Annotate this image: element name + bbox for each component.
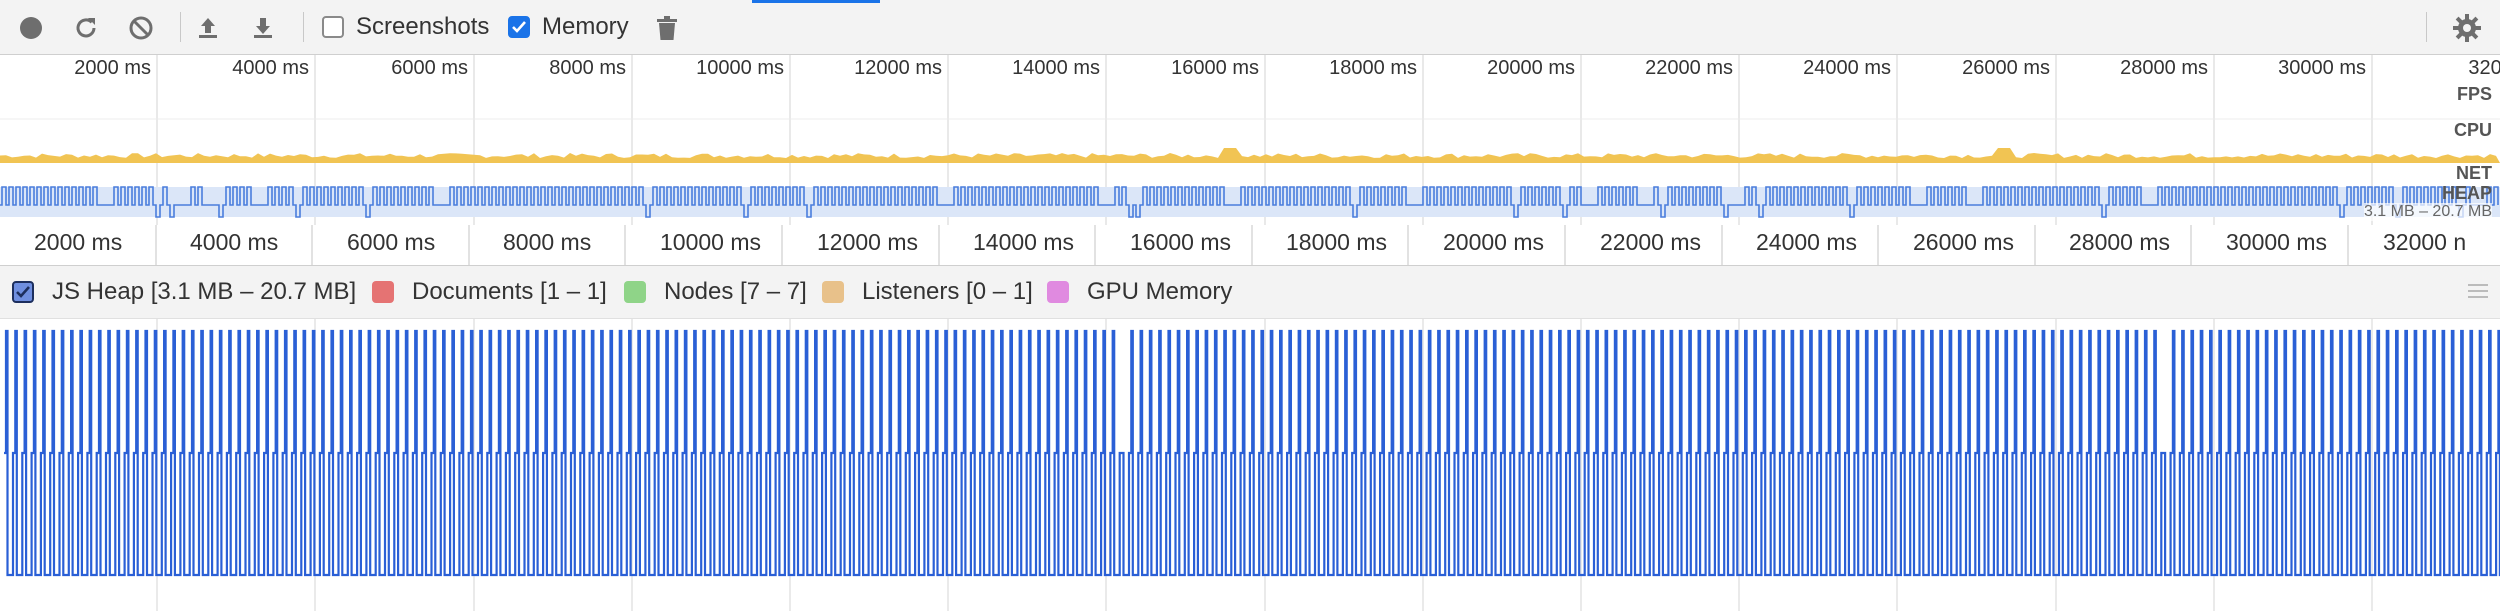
overview-tick-label: 18000 ms [1329, 57, 1417, 79]
checkmark-icon [16, 286, 30, 298]
toolbar-divider [303, 12, 304, 42]
ruler-tick-label: 8000 ms [503, 229, 592, 255]
js-heap-series-line [4, 329, 2500, 577]
js-heap-chart[interactable] [0, 319, 2500, 611]
overview-tick-label: 10000 ms [696, 57, 784, 79]
nodes-checkbox[interactable] [624, 281, 646, 303]
gpu-memory-checkbox[interactable] [1047, 281, 1069, 303]
reload-button[interactable] [71, 13, 101, 43]
memory-label: Memory [542, 13, 629, 40]
overview-tick-label: 32000 [2468, 57, 2500, 79]
main-time-ruler: 2000 ms 4000 ms 6000 ms 8000 ms 10000 ms 1200… [0, 225, 2500, 266]
overview-tick-label: 16000 ms [1171, 57, 1259, 79]
overview-tick-label: 28000 ms [2120, 57, 2208, 79]
heap-track-label: HEAP [2441, 183, 2492, 203]
ruler-tick-label: 22000 ms [1600, 229, 1702, 255]
overview-graph [0, 55, 2500, 225]
legend-item-js-heap[interactable]: JS Heap [3.1 MB – 20.7 MB] [12, 278, 356, 306]
ruler-tick-label: 14000 ms [973, 229, 1075, 255]
listeners-label: Listeners [0 – 1] [862, 278, 1033, 305]
load-profile-button[interactable] [193, 13, 223, 43]
overview-tick-label: 6000 ms [391, 57, 468, 79]
toolbar-divider [2426, 12, 2427, 42]
overview-tick-label: 2000 ms [74, 57, 151, 79]
heap-overview-fill [0, 187, 2500, 217]
ruler-tick-label: 32000 n [2383, 229, 2467, 255]
checkmark-icon [512, 21, 526, 33]
js-heap-label: JS Heap [3.1 MB – 20.7 MB] [52, 278, 357, 305]
ruler-tick-label: 30000 ms [2226, 229, 2328, 255]
overview-tick-label: 30000 ms [2278, 57, 2366, 79]
collect-garbage-button[interactable] [652, 13, 682, 43]
overview-tick-label: 22000 ms [1645, 57, 1733, 79]
overview-tick-label: 8000 ms [549, 57, 626, 79]
ruler-tick-label: 2000 ms [34, 229, 123, 255]
reload-icon [76, 18, 96, 38]
heap-range-label: 3.1 MB – 20.7 MB [2363, 203, 2492, 221]
overview-tick-label: 12000 ms [854, 57, 942, 79]
ruler-tick-label: 20000 ms [1443, 229, 1545, 255]
screenshots-label: Screenshots [356, 13, 490, 40]
ruler-tick-label: 24000 ms [1756, 229, 1858, 255]
net-track-label: NET [2456, 163, 2492, 183]
legend-item-gpu-memory[interactable]: GPU Memory [1047, 278, 1232, 306]
screenshots-checkbox[interactable]: Screenshots [322, 12, 489, 42]
ruler-tick-label: 4000 ms [190, 229, 279, 255]
js-heap-graph [4, 319, 2500, 611]
timeline-overview[interactable]: 2000 ms 4000 ms 6000 ms 8000 ms 10000 ms 1200… [0, 55, 2500, 225]
cpu-activity-area [0, 148, 2500, 163]
overview-tick-label: 20000 ms [1487, 57, 1575, 79]
gpu-memory-label: GPU Memory [1087, 278, 1233, 305]
drag-handle-icon[interactable] [2468, 284, 2488, 298]
ruler-tick-label: 10000 ms [660, 229, 762, 255]
settings-button[interactable] [2452, 13, 2482, 43]
overview-tick-label: 24000 ms [1803, 57, 1891, 79]
memory-counters-legend: JS Heap [3.1 MB – 20.7 MB] Documents [1 … [0, 266, 2500, 319]
ruler-tick-label: 16000 ms [1130, 229, 1232, 255]
upload-icon [199, 18, 217, 38]
ruler-tick-label: 26000 ms [1913, 229, 2015, 255]
ruler-tick-label: 6000 ms [347, 229, 436, 255]
overview-tick-label: 4000 ms [232, 57, 309, 79]
cpu-track-label: CPU [2453, 120, 2492, 140]
record-button[interactable] [16, 13, 46, 43]
js-heap-checkbox[interactable] [12, 281, 34, 303]
ruler-tick-label: 28000 ms [2069, 229, 2171, 255]
legend-item-nodes[interactable]: Nodes [7 – 7] [624, 278, 807, 306]
clear-icon [129, 16, 153, 40]
tab-indicator [752, 0, 880, 3]
fps-track-label: FPS [2456, 84, 2492, 104]
documents-checkbox[interactable] [372, 281, 394, 303]
legend-item-listeners[interactable]: Listeners [0 – 1] [822, 278, 1033, 306]
overview-tick-label: 26000 ms [1962, 57, 2050, 79]
listeners-checkbox[interactable] [822, 281, 844, 303]
record-icon [20, 17, 42, 39]
heap-overview-line [0, 186, 2499, 218]
download-icon [254, 18, 272, 38]
gear-icon [2453, 14, 2481, 42]
memory-checkbox-box[interactable] [508, 16, 530, 38]
memory-checkbox[interactable]: Memory [508, 12, 629, 42]
nodes-label: Nodes [7 – 7] [664, 278, 807, 305]
overview-tick-label: 14000 ms [1012, 57, 1100, 79]
documents-label: Documents [1 – 1] [412, 278, 607, 305]
legend-item-documents[interactable]: Documents [1 – 1] [372, 278, 607, 306]
save-profile-button[interactable] [248, 13, 278, 43]
toolbar-divider [180, 12, 181, 42]
ruler-tick-label: 12000 ms [817, 229, 919, 255]
clear-button[interactable] [126, 13, 156, 43]
trash-icon [657, 16, 677, 40]
ruler-gridlines [155, 225, 2349, 265]
timeline-toolbar: Screenshots Memory [0, 0, 2500, 55]
screenshots-checkbox-box[interactable] [322, 16, 344, 38]
ruler-tick-label: 18000 ms [1286, 229, 1388, 255]
